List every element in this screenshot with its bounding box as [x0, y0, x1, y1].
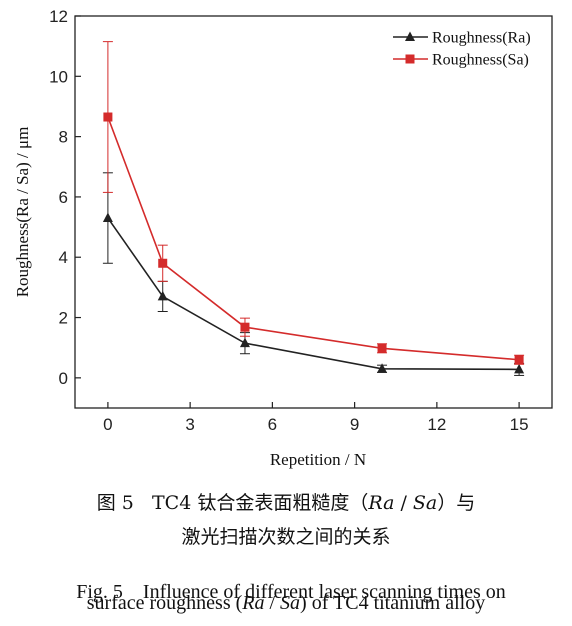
x-tick-label: 15 — [510, 415, 529, 434]
y-tick-label: 2 — [59, 309, 68, 328]
plot-frame — [74, 15, 553, 409]
legend: Roughness(Ra) Roughness(Sa) — [393, 30, 531, 69]
data-point-triangle — [157, 290, 168, 301]
caption-en-line-2-pre: surface roughness ( — [86, 592, 243, 614]
caption-english-line-1: Fig. 5 Influence of different laser scan… — [0, 558, 572, 604]
ticks: 0 3 6 9 12 15 0 2 4 6 8 10 12 — [49, 7, 528, 434]
caption-chinese-line-1: 图 5 TC4 钛合金表面粗糙度（Ra / Sa）与 — [0, 488, 572, 515]
caption-en-ra: Ra — [242, 592, 265, 614]
data-point-triangle — [377, 363, 388, 373]
data-point-square — [158, 258, 168, 268]
legend-label: Roughness(Sa) — [432, 52, 529, 69]
y-tick-label: 6 — [59, 188, 68, 207]
y-tick-label: 12 — [49, 7, 68, 26]
data-point-triangle — [102, 212, 113, 223]
caption-en-slash: / — [264, 592, 281, 614]
data-point-triangle — [239, 337, 250, 348]
caption-en-line-2-post: ) of TC4 titanium alloy — [300, 592, 486, 614]
caption-cn-text-1: TC4 钛合金表面粗糙度（ — [152, 492, 369, 514]
series-sa — [102, 41, 525, 365]
x-tick-label: 9 — [350, 415, 359, 434]
y-tick-label: 0 — [59, 369, 68, 388]
series-layer — [102, 41, 525, 376]
y-tick-label: 8 — [59, 128, 68, 147]
data-point-square — [514, 355, 524, 365]
caption-cn-sa: Sa — [412, 492, 438, 514]
caption-cn-slash: / — [394, 492, 413, 514]
y-tick-label: 4 — [59, 248, 68, 267]
caption-english-line-2: surface roughness (Ra / Sa) of TC4 titan… — [0, 592, 572, 615]
y-axis-label: Roughness(Ra / Sa) / μm — [13, 127, 32, 298]
caption-cn-text-2: ）与 — [437, 492, 476, 514]
series-line — [107, 217, 520, 371]
data-point-square — [103, 112, 113, 122]
x-axis-label: Repetition / N — [270, 450, 366, 469]
caption-chinese-line-2: 激光扫描次数之间的关系 — [0, 522, 572, 549]
caption-cn-ra: Ra — [368, 492, 395, 514]
series-ra — [102, 172, 525, 376]
x-tick-label: 12 — [427, 415, 446, 434]
y-tick-label: 10 — [49, 67, 68, 86]
caption-en-sa: Sa — [280, 592, 301, 614]
data-point-triangle — [514, 363, 525, 374]
axes — [74, 15, 553, 409]
legend-label: Roughness(Ra) — [432, 30, 531, 47]
data-point-square — [377, 343, 387, 353]
caption-cn-line-2: 激光扫描次数之间的关系 — [181, 526, 391, 548]
caption-en-line-1: Fig. 5 Influence of different laser scan… — [76, 581, 506, 603]
figure-number-cn: 图 5 — [96, 492, 134, 514]
legend-marker-square — [405, 54, 415, 64]
series-line — [107, 116, 520, 361]
x-tick-label: 6 — [268, 415, 277, 434]
x-tick-label: 0 — [103, 415, 112, 434]
data-point-square — [240, 322, 250, 332]
legend-marker-triangle — [405, 31, 415, 41]
x-tick-label: 3 — [185, 415, 194, 434]
